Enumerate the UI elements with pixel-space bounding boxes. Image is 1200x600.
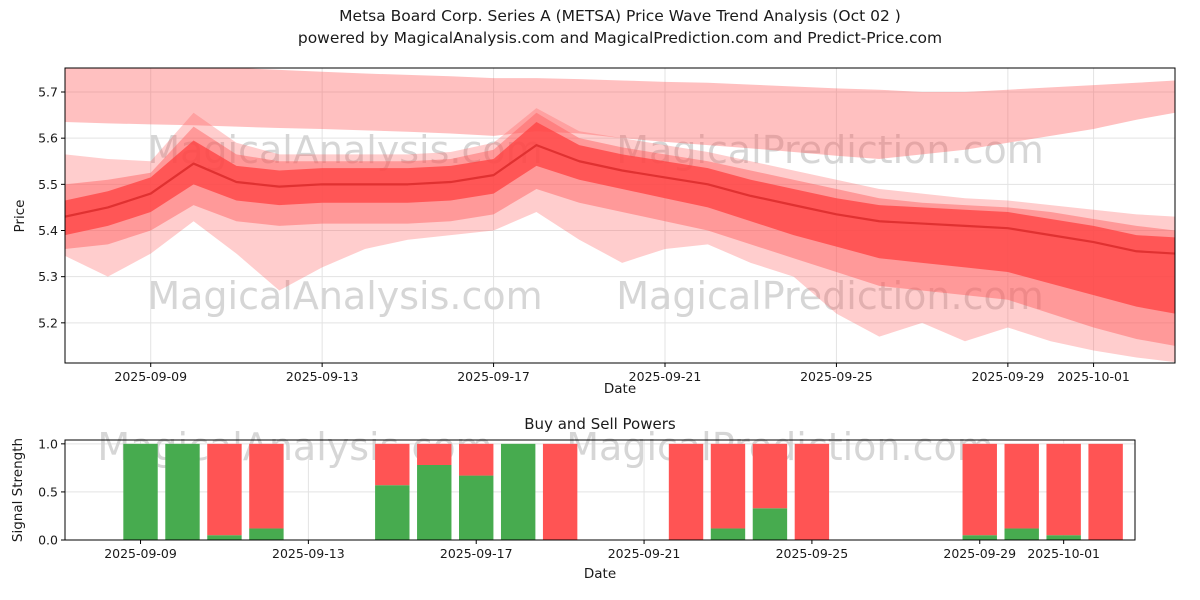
x-tick-label: 2025-10-01 <box>1057 369 1130 384</box>
sell-bar <box>962 443 997 536</box>
buy-bar <box>165 443 200 540</box>
bottom-chart-title: Buy and Sell Powers <box>524 415 676 433</box>
sell-bar <box>542 443 578 540</box>
x-tick-label: 2025-09-09 <box>114 369 187 384</box>
price-chart-bands <box>65 68 1175 363</box>
y-tick-label: 5.7 <box>38 85 58 100</box>
sell-bar <box>1088 443 1123 540</box>
x-tick-label: 2025-09-25 <box>800 369 873 384</box>
sell-bar <box>710 443 746 529</box>
watermark-text: MagicalPrediction.com <box>616 128 1044 172</box>
signal-chart-axes: 0.0 0.5 1.0 2025-09-09 2025-09-13 2025-09-17 2… <box>38 436 1136 561</box>
watermark-text: MagicalAnalysis.com <box>147 274 542 318</box>
sell-bar <box>1046 443 1081 536</box>
sell-bar <box>375 443 410 486</box>
y-tick-label: 5.4 <box>38 223 58 238</box>
y-tick-label: 5.3 <box>38 269 58 284</box>
y-tick-label: 5.6 <box>38 131 58 146</box>
y-tick-label: 0.0 <box>38 533 58 548</box>
price-chart-axes: 5.2 5.3 5.4 5.5 5.6 5.7 2025-09-09 2025-09-13 20… <box>38 67 1176 384</box>
y-tick-label: 1.0 <box>38 436 58 451</box>
bottom-date-axis-label: Date <box>584 566 616 582</box>
buy-bar <box>417 465 452 540</box>
buy-bar <box>1046 535 1081 540</box>
sell-bar <box>207 443 242 536</box>
buy-bar <box>500 443 536 540</box>
sell-bar <box>668 443 704 540</box>
buy-bar <box>710 528 746 540</box>
buy-bar <box>962 535 997 540</box>
sell-bar <box>1004 443 1039 529</box>
buy-bar <box>1004 528 1039 540</box>
price-axis-label: Price <box>12 200 28 233</box>
buy-bar <box>459 475 494 540</box>
x-tick-label: 2025-09-29 <box>972 369 1045 384</box>
price-band-inner-band <box>65 122 1175 314</box>
y-tick-label: 5.5 <box>38 177 58 192</box>
x-tick-label: 2025-09-17 <box>440 546 513 561</box>
plot-border <box>64 439 1136 541</box>
plot-border <box>64 67 1176 364</box>
buy-bar <box>249 528 284 540</box>
figure-title: Metsa Board Corp. Series A (METSA) Price… <box>339 7 901 25</box>
x-tick-label: 2025-09-21 <box>608 546 681 561</box>
buy-bar <box>752 508 788 540</box>
sell-bar <box>417 443 452 465</box>
figure-subtitle: powered by MagicalAnalysis.com and Magic… <box>298 29 942 47</box>
x-tick-label: 2025-10-01 <box>1027 546 1100 561</box>
signal-strength-axis-label: Signal Strength <box>10 438 26 542</box>
sell-bar <box>752 443 788 509</box>
buy-bar <box>123 443 158 540</box>
watermark-text: MagicalPrediction.com <box>616 274 1044 318</box>
top-date-axis-label: Date <box>604 381 636 397</box>
x-tick-label: 2025-09-13 <box>272 546 345 561</box>
sell-bar <box>794 443 830 540</box>
price-trend-line <box>65 143 1175 255</box>
x-tick-label: 2025-09-09 <box>104 546 177 561</box>
buy-bar <box>207 535 242 540</box>
x-tick-label: 2025-09-21 <box>629 369 702 384</box>
buy-bar <box>375 485 410 540</box>
x-tick-label: 2025-09-29 <box>943 546 1016 561</box>
sell-bar <box>249 443 284 529</box>
price-band-upper-strip <box>65 68 1175 159</box>
y-tick-label: 0.5 <box>38 484 58 499</box>
x-tick-label: 2025-09-25 <box>776 546 849 561</box>
signal-chart-bars <box>123 443 1123 540</box>
y-tick-label: 5.2 <box>38 315 58 330</box>
x-tick-label: 2025-09-17 <box>457 369 530 384</box>
sell-bar <box>459 443 494 476</box>
x-tick-label: 2025-09-13 <box>286 369 359 384</box>
